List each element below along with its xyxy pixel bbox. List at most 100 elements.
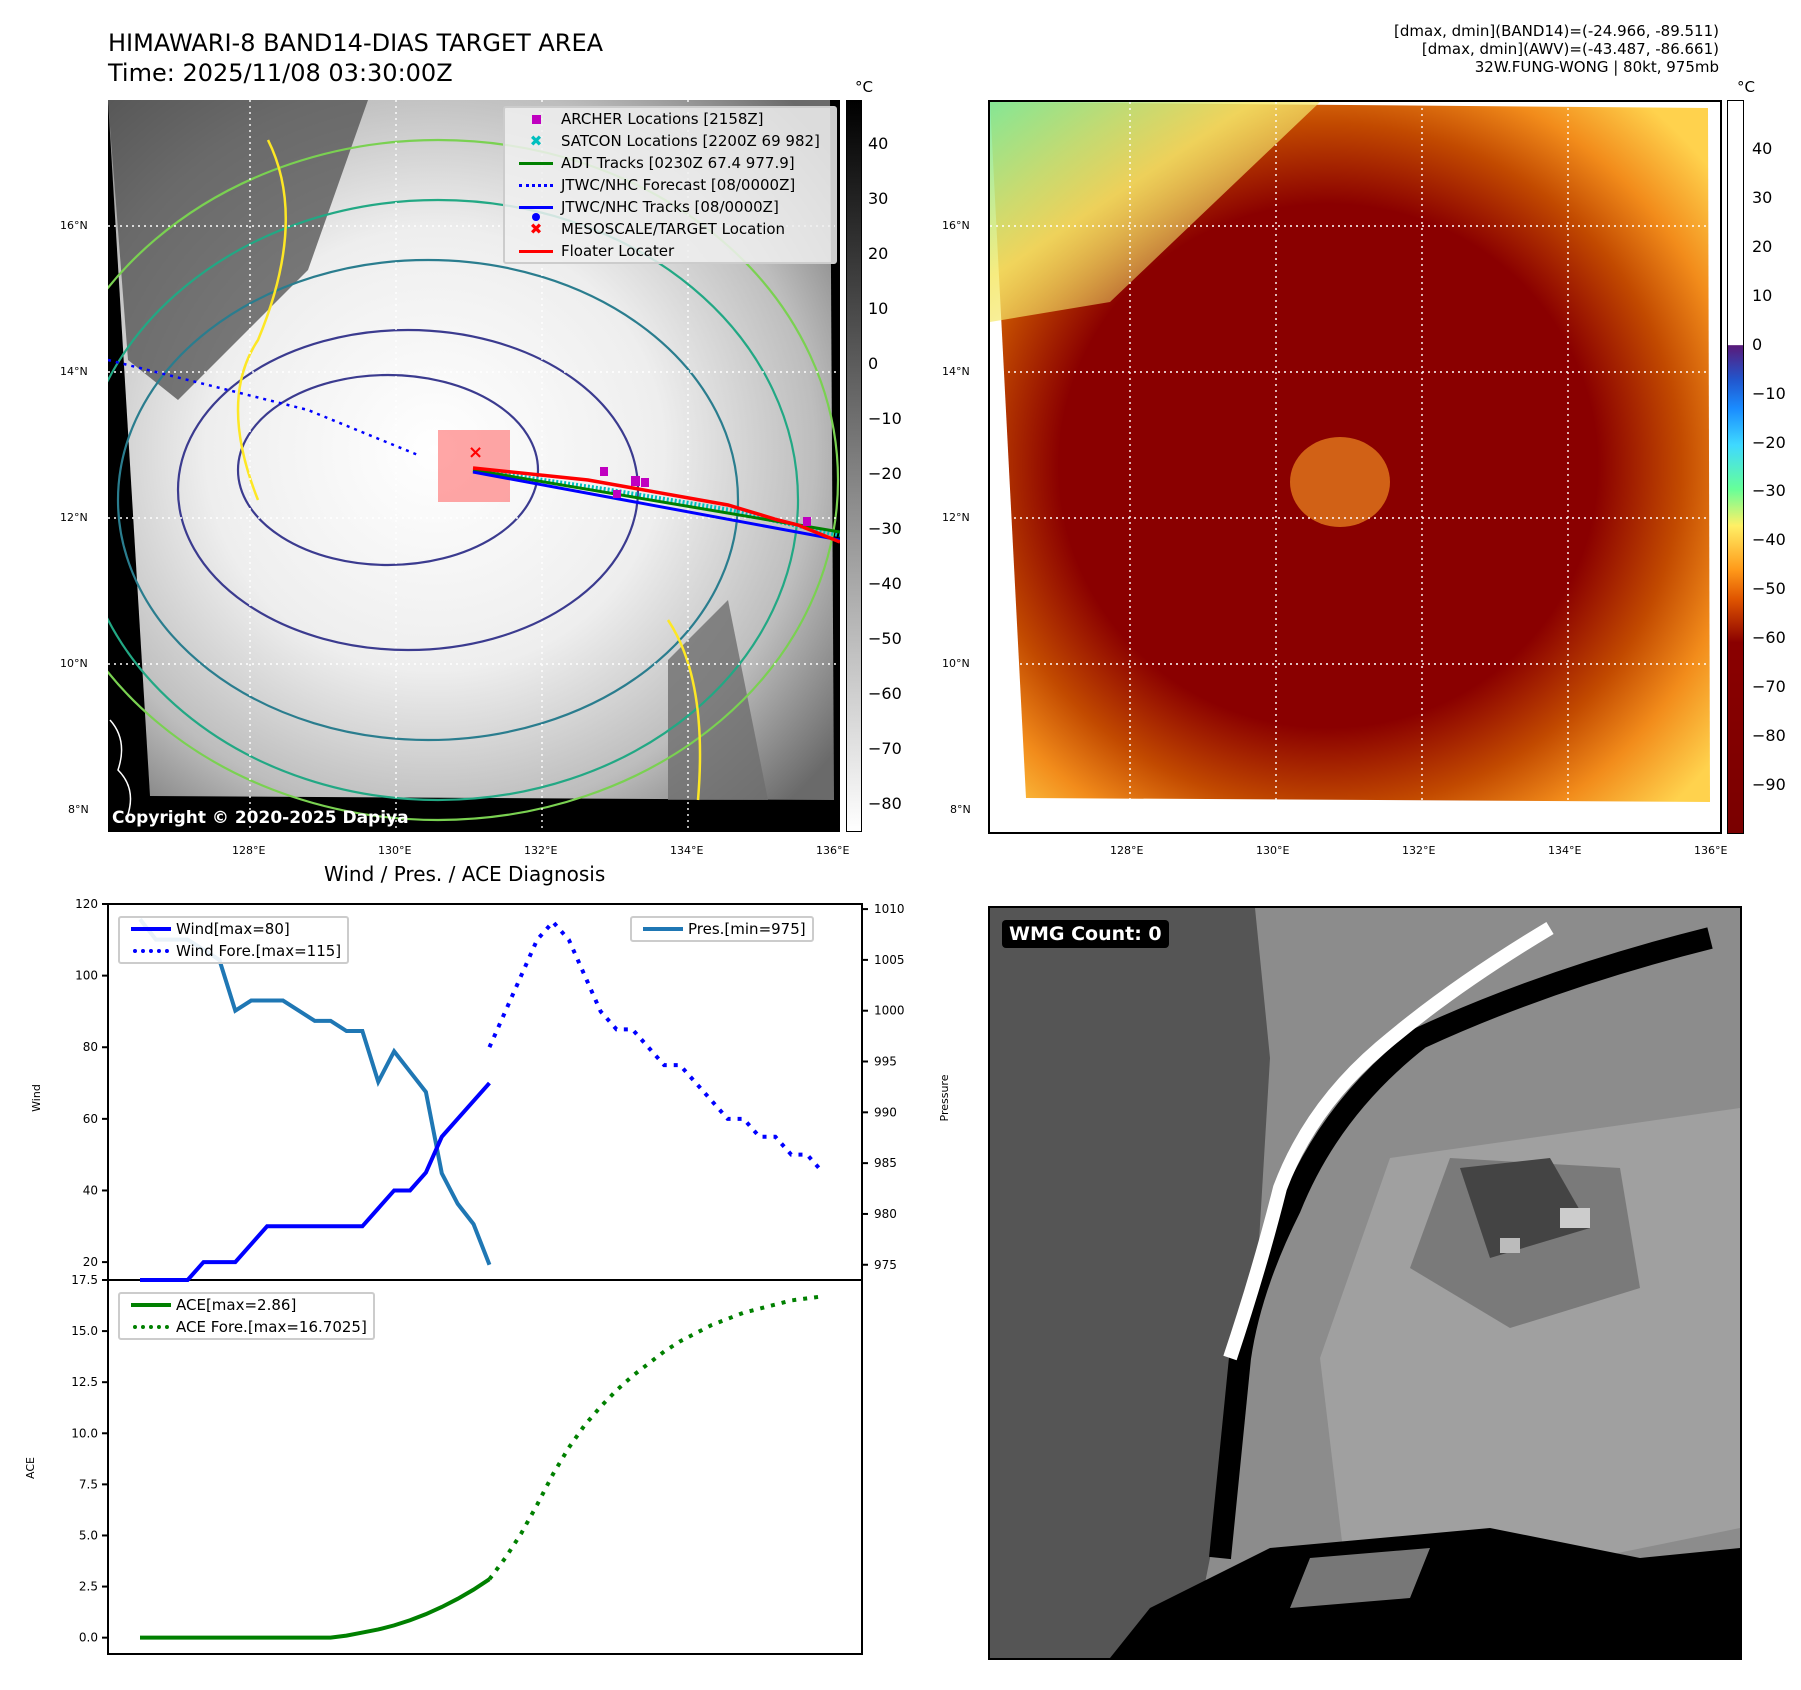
map2-lat-14: 14°N bbox=[942, 365, 970, 378]
x-marker-icon: ✖ bbox=[529, 220, 543, 238]
wind-legend: Wind[max=80] Wind Fore.[max=115] bbox=[118, 916, 350, 964]
dotted-line-icon bbox=[126, 1325, 176, 1329]
colorbar2-tick: 10 bbox=[1752, 285, 1773, 305]
legend-item-floater: Floater Locater bbox=[505, 240, 835, 262]
map1-lon-134: 134°E bbox=[670, 844, 704, 857]
title-line-2: Time: 2025/11/08 03:30:00Z bbox=[108, 59, 453, 87]
map2-lon-134: 134°E bbox=[1548, 844, 1582, 857]
ace-y-ticks: 17.5 15.0 12.5 10.0 7.5 5.0 2.5 0.0 bbox=[71, 1273, 108, 1645]
line-dot-icon bbox=[511, 205, 561, 221]
colorbar1-tick: 40 bbox=[868, 134, 889, 154]
map1-lat-14: 14°N bbox=[60, 365, 88, 378]
info-band14: [dmax, dmin](BAND14)=(-24.966, -89.511) bbox=[1394, 22, 1719, 40]
colorbar1-tick: −30 bbox=[868, 519, 902, 539]
wind-axes-frame bbox=[107, 903, 863, 1281]
colorbar1-tick: −60 bbox=[868, 684, 902, 704]
map1-lat-16: 16°N bbox=[60, 219, 88, 232]
ace-legend: ACE[max=2.86] ACE Fore.[max=16.7025] bbox=[118, 1292, 375, 1340]
colorbar2-tick: −90 bbox=[1752, 775, 1786, 795]
pressure-legend: Pres.[min=975] bbox=[630, 916, 814, 942]
colorbar2-tick: 30 bbox=[1752, 187, 1773, 207]
colorbar1-tick: 30 bbox=[868, 189, 889, 209]
contour-81 bbox=[236, 373, 540, 567]
pressure-tick-label: 990 bbox=[874, 1105, 897, 1119]
colorbar2-tick: −30 bbox=[1752, 481, 1786, 501]
colorbar2-tick: −10 bbox=[1752, 383, 1786, 403]
pressure-tick-label: 985 bbox=[874, 1156, 897, 1170]
wind-tick-label: 20 bbox=[83, 1255, 98, 1269]
map2-lon-136: 136°E bbox=[1694, 844, 1728, 857]
colorbar1-tick: −10 bbox=[868, 409, 902, 429]
legend-item-tracks: JTWC/NHC Tracks [08/0000Z] bbox=[505, 196, 835, 221]
legend-item-satcon: ✖ SATCON Locations [2200Z 69 982] bbox=[505, 130, 835, 152]
map1-lat-10: 10°N bbox=[60, 657, 88, 670]
map2-lat-16: 16°N bbox=[942, 219, 970, 232]
target-box bbox=[438, 430, 510, 502]
ace-axis-label: ACE bbox=[24, 1457, 37, 1479]
solid-line-icon bbox=[638, 927, 688, 931]
target-marker: × bbox=[468, 442, 483, 463]
solid-line-icon bbox=[126, 1303, 176, 1307]
legend-item-wind-forecast: Wind Fore.[max=115] bbox=[120, 940, 347, 962]
legend-label: JTWC/NHC Tracks [08/0000Z] bbox=[561, 198, 779, 216]
wmg-panel: WMG Count: 0 bbox=[988, 906, 1742, 1660]
colorbar2-tick: −20 bbox=[1752, 432, 1786, 452]
legend-label: Wind[max=80] bbox=[176, 920, 290, 938]
diagnosis-chart: 120 100 80 60 40 20 1010 1005 1000 995 990 985 980 9… bbox=[24, 897, 951, 1655]
ace-axes-frame bbox=[107, 1279, 863, 1655]
wind-axis-label: Wind bbox=[30, 1084, 43, 1112]
legend-item-ace: ACE[max=2.86] bbox=[120, 1294, 373, 1316]
legend-item-pressure: Pres.[min=975] bbox=[632, 918, 812, 940]
wmg-black-band bbox=[1209, 927, 1713, 1560]
ace-line bbox=[140, 1577, 491, 1640]
legend-label: JTWC/NHC Forecast [08/0000Z] bbox=[561, 176, 796, 194]
wmg-imagery bbox=[1110, 908, 1740, 1658]
legend-label: ADT Tracks [0230Z 67.4 977.9] bbox=[561, 154, 795, 172]
colorbar2-tick: −70 bbox=[1752, 677, 1786, 697]
solid-line-icon bbox=[126, 927, 176, 931]
contour-31 bbox=[236, 139, 287, 501]
chart-title: Wind / Pres. / ACE Diagnosis bbox=[324, 862, 606, 886]
legend-label: Floater Locater bbox=[561, 242, 675, 260]
pressure-axis-label: Pressure bbox=[938, 1074, 951, 1121]
ace-tick-label: 12.5 bbox=[71, 1375, 98, 1389]
ace-tick-label: 0.0 bbox=[79, 1631, 98, 1645]
pressure-tick-label: 1005 bbox=[874, 953, 905, 967]
legend-item-target: ✖ MESOSCALE/TARGET Location bbox=[505, 218, 835, 240]
colorbar2-tick: −60 bbox=[1752, 628, 1786, 648]
colorbar1-tick: −40 bbox=[868, 574, 902, 594]
map1-panel: × Copyright © 2020-2025 Dapiya ARCHER Lo… bbox=[36, 100, 841, 832]
contour-64 bbox=[116, 258, 740, 742]
solid-line-icon bbox=[511, 161, 561, 165]
colorbar2-unit: °C bbox=[1737, 78, 1755, 96]
map2-lat-10: 10°N bbox=[942, 657, 970, 670]
pressure-y-ticks: 1010 1005 1000 995 990 985 980 975 bbox=[862, 902, 905, 1272]
colorbar1-tick: −70 bbox=[868, 739, 902, 759]
legend-item-wind: Wind[max=80] bbox=[120, 918, 347, 940]
legend-item-adt: ADT Tracks [0230Z 67.4 977.9] bbox=[505, 152, 835, 174]
ace-tick-label: 15.0 bbox=[71, 1324, 98, 1338]
legend-item-forecast: JTWC/NHC Forecast [08/0000Z] bbox=[505, 174, 835, 196]
wmg-black-bottom bbox=[1110, 1528, 1740, 1658]
map2-gridlines bbox=[990, 102, 1720, 832]
wind-forecast-line bbox=[487, 918, 825, 1174]
floater-track bbox=[472, 466, 841, 544]
colorbar2-tick: −50 bbox=[1752, 579, 1786, 599]
colorbar1-tick: −50 bbox=[868, 629, 902, 649]
wmg-core bbox=[1460, 1158, 1590, 1258]
colorbar2-tick: 0 bbox=[1752, 334, 1763, 354]
legend-item-archer: ARCHER Locations [2158Z] bbox=[505, 108, 835, 130]
colorbar1-tick: 20 bbox=[868, 244, 889, 264]
pressure-tick-label: 995 bbox=[874, 1055, 897, 1069]
map1-lon-128: 128°E bbox=[232, 844, 266, 857]
pressure-tick-label: 975 bbox=[874, 1258, 897, 1272]
colorbar2-tick: −40 bbox=[1752, 530, 1786, 550]
info-awv: [dmax, dmin](AWV)=(-43.487, -86.661) bbox=[1421, 40, 1719, 58]
map1-lat-8: 8°N bbox=[68, 803, 89, 816]
title-line-1: HIMAWARI-8 BAND14-DIAS TARGET AREA bbox=[108, 29, 604, 57]
map2-lat-8: 8°N bbox=[950, 803, 971, 816]
colorbar1-tick: 10 bbox=[868, 299, 889, 319]
legend-label: ARCHER Locations [2158Z] bbox=[561, 110, 764, 128]
colorbar1-tick: 0 bbox=[868, 354, 879, 374]
map1-lon-136: 136°E bbox=[816, 844, 850, 857]
